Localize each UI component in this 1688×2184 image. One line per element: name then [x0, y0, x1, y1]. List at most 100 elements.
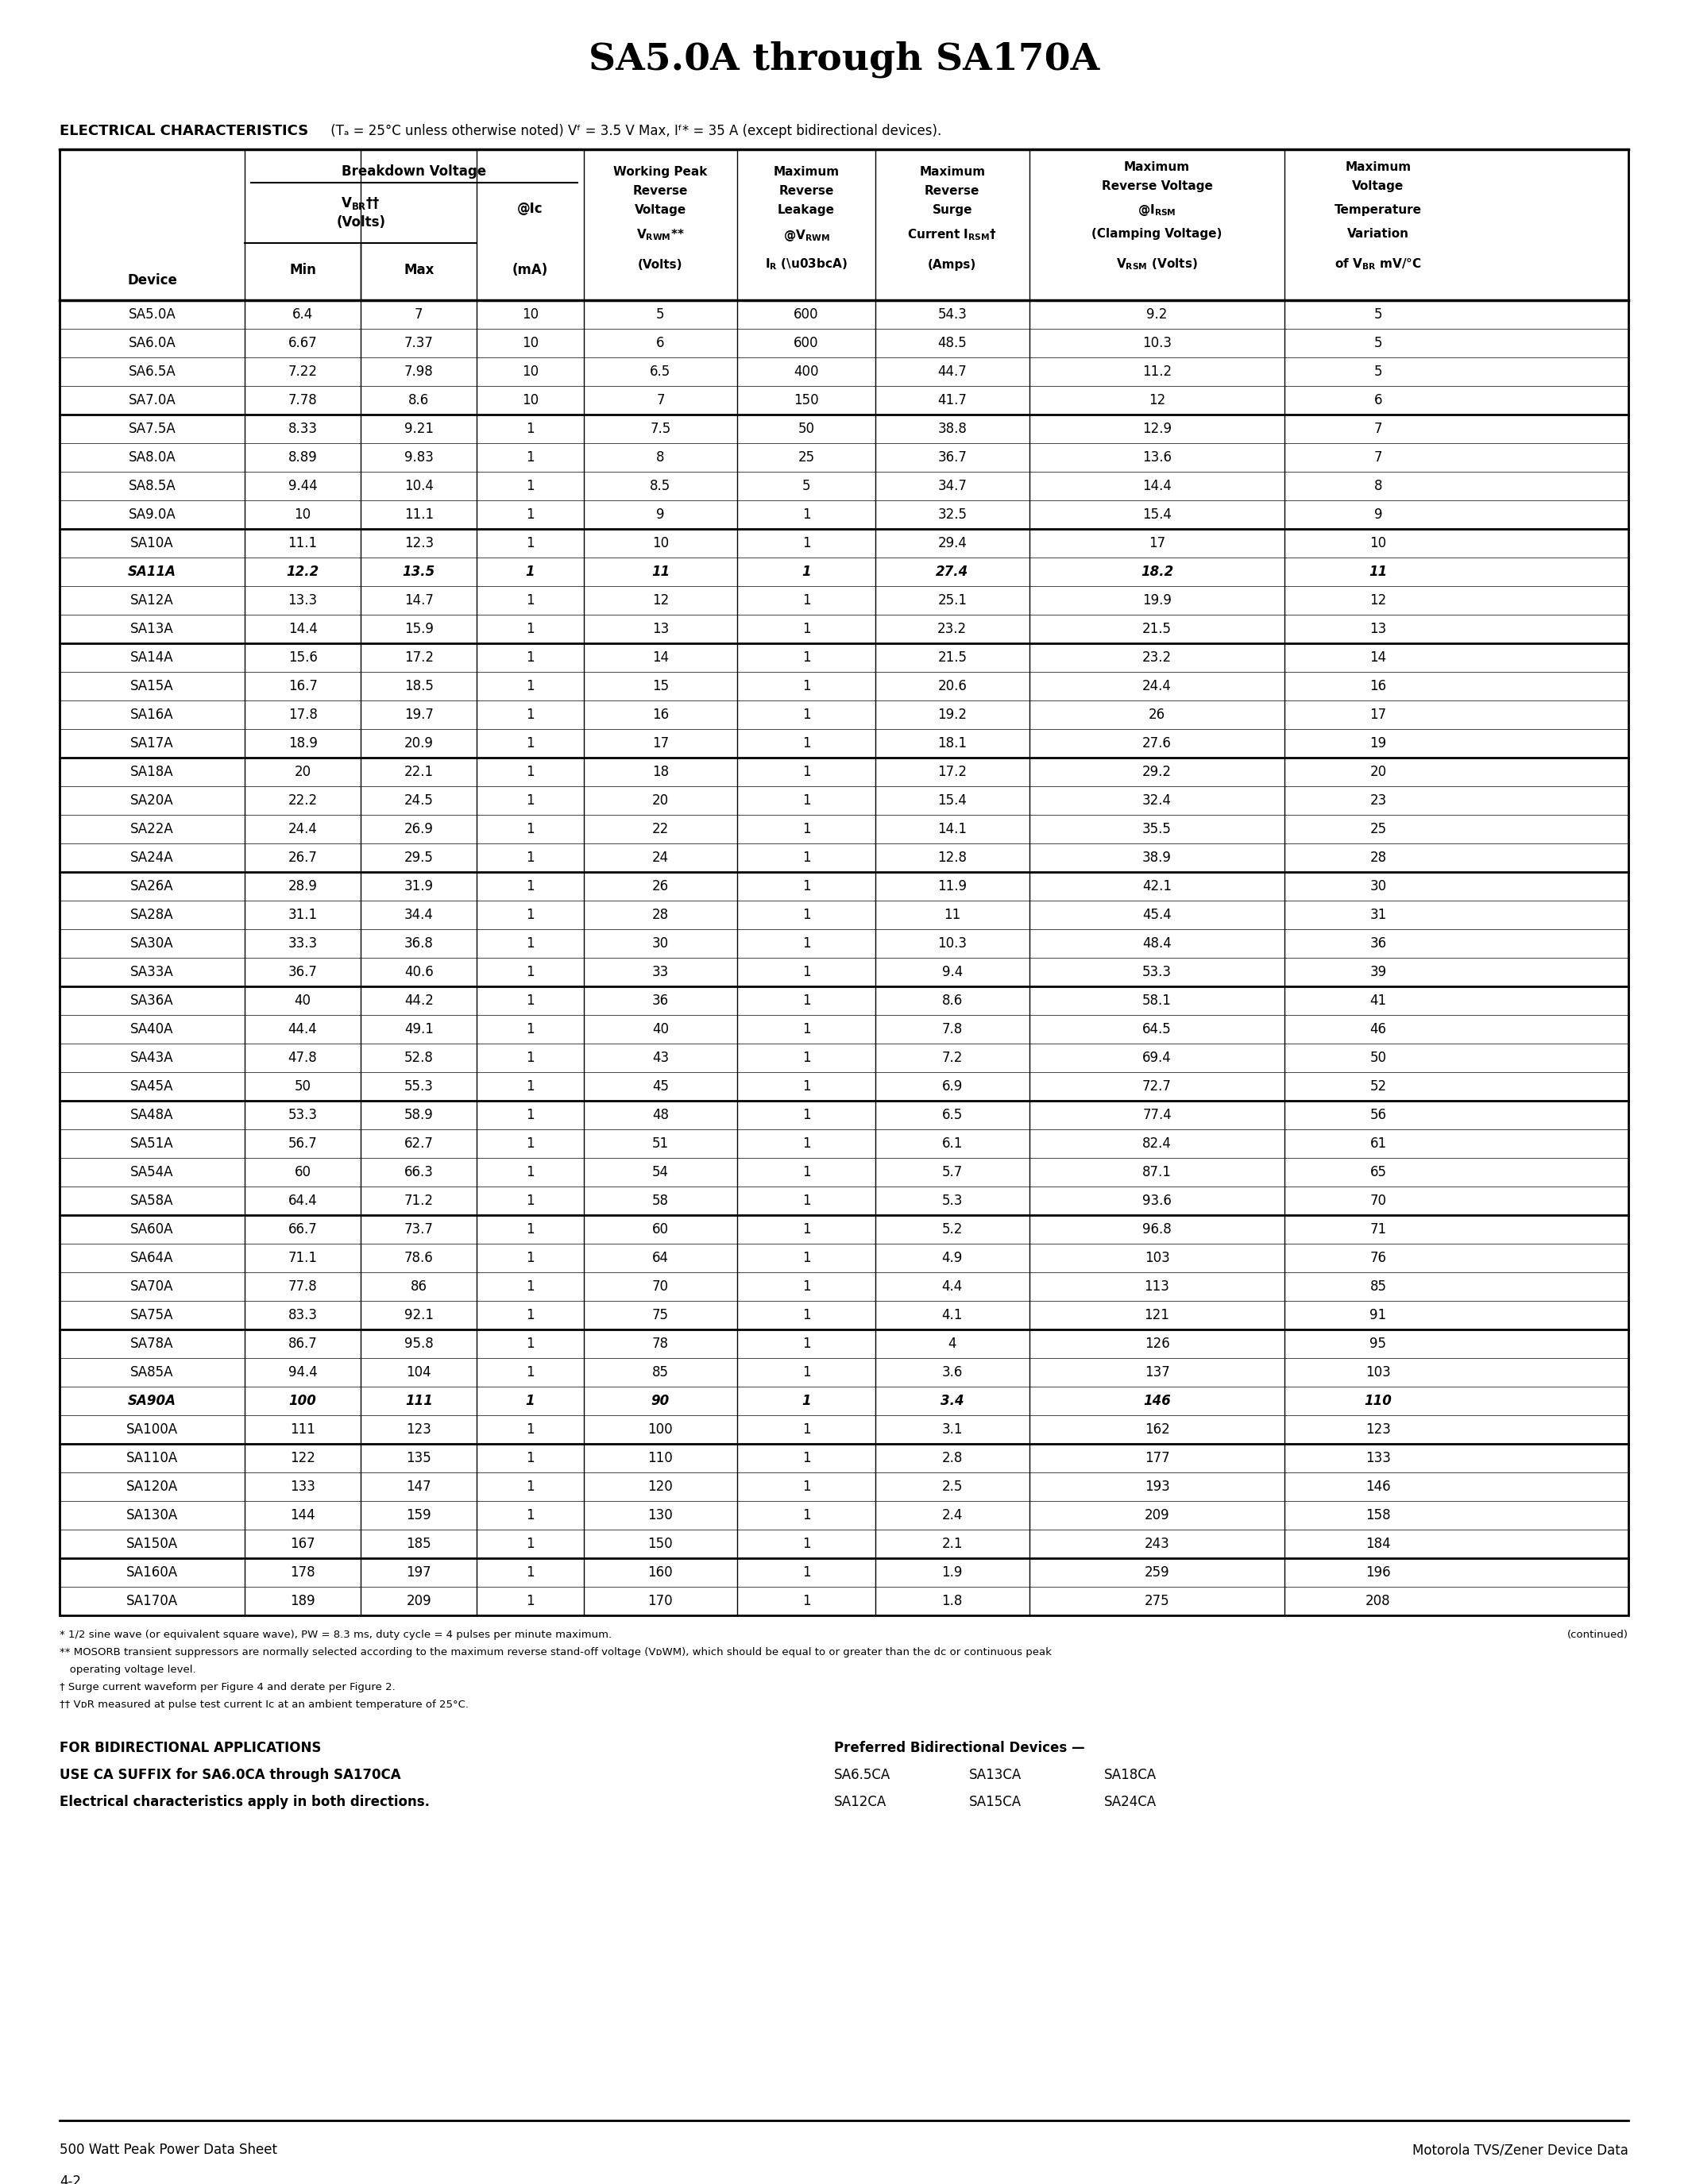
Text: 40: 40	[294, 994, 311, 1007]
Text: 66.7: 66.7	[289, 1223, 317, 1236]
Text: Reverse: Reverse	[925, 186, 979, 197]
Text: SA100A: SA100A	[127, 1422, 177, 1437]
Text: 121: 121	[1144, 1308, 1170, 1321]
Text: 1: 1	[527, 1280, 535, 1293]
Text: 1: 1	[802, 965, 810, 978]
Text: 1: 1	[802, 1538, 810, 1551]
Text: 1: 1	[525, 566, 535, 579]
Text: 10: 10	[294, 507, 311, 522]
Text: V$_{\mathbf{RWM}}$**: V$_{\mathbf{RWM}}$**	[636, 227, 685, 242]
Text: 15.4: 15.4	[1143, 507, 1171, 522]
Text: 71.1: 71.1	[289, 1251, 317, 1265]
Text: 15: 15	[652, 679, 668, 692]
Text: 17.8: 17.8	[289, 708, 317, 723]
Text: 31.9: 31.9	[403, 880, 434, 893]
Text: 1: 1	[527, 1195, 535, 1208]
Text: 28.9: 28.9	[289, 880, 317, 893]
Text: 1: 1	[527, 1509, 535, 1522]
Text: 76: 76	[1371, 1251, 1386, 1265]
Text: 26.7: 26.7	[289, 850, 317, 865]
Text: 58.9: 58.9	[403, 1107, 434, 1123]
Text: SA45A: SA45A	[130, 1079, 174, 1094]
Text: 10: 10	[1369, 535, 1386, 550]
Text: 1: 1	[527, 594, 535, 607]
Text: (mA): (mA)	[511, 262, 549, 277]
Text: 177: 177	[1144, 1450, 1170, 1465]
Text: SA9.0A: SA9.0A	[128, 507, 176, 522]
Text: SA170A: SA170A	[127, 1594, 177, 1607]
Text: 243: 243	[1144, 1538, 1170, 1551]
Text: 1: 1	[802, 1251, 810, 1265]
Text: 1: 1	[527, 793, 535, 808]
Text: 20.9: 20.9	[403, 736, 434, 751]
Text: 4-2: 4-2	[59, 2175, 81, 2184]
Text: 9: 9	[657, 507, 665, 522]
Text: Leakage: Leakage	[778, 203, 836, 216]
Text: 40: 40	[652, 1022, 668, 1037]
Text: 111: 111	[290, 1422, 316, 1437]
Text: 28: 28	[652, 909, 668, 922]
Text: 1: 1	[527, 450, 535, 465]
Text: 52: 52	[1369, 1079, 1386, 1094]
Text: Surge: Surge	[932, 203, 972, 216]
Text: 1: 1	[527, 1051, 535, 1066]
Text: 1: 1	[802, 937, 810, 950]
Text: 24: 24	[652, 850, 668, 865]
Text: 1: 1	[527, 422, 535, 437]
Text: 32.4: 32.4	[1143, 793, 1171, 808]
Text: 500 Watt Peak Power Data Sheet: 500 Watt Peak Power Data Sheet	[59, 2143, 277, 2158]
Text: 43: 43	[652, 1051, 668, 1066]
Bar	[59, 149, 1629, 1616]
Text: 12.3: 12.3	[403, 535, 434, 550]
Text: 75: 75	[652, 1308, 668, 1321]
Text: 16: 16	[1369, 679, 1386, 692]
Text: 1: 1	[802, 507, 810, 522]
Text: Breakdown Voltage: Breakdown Voltage	[341, 164, 486, 179]
Text: 9.83: 9.83	[403, 450, 434, 465]
Text: 25.1: 25.1	[937, 594, 967, 607]
Text: 23.2: 23.2	[937, 622, 967, 636]
Text: 1: 1	[802, 1393, 810, 1409]
Text: 1: 1	[802, 1450, 810, 1465]
Text: 1: 1	[527, 1594, 535, 1607]
Text: 13: 13	[652, 622, 668, 636]
Text: 193: 193	[1144, 1479, 1170, 1494]
Text: Reverse Voltage: Reverse Voltage	[1102, 179, 1212, 192]
Text: 11: 11	[652, 566, 670, 579]
Text: SA64A: SA64A	[130, 1251, 174, 1265]
Text: SA17A: SA17A	[130, 736, 174, 751]
Text: 1: 1	[802, 622, 810, 636]
Text: 1: 1	[802, 793, 810, 808]
Text: 94.4: 94.4	[289, 1365, 317, 1380]
Text: 7.98: 7.98	[403, 365, 434, 378]
Text: 158: 158	[1366, 1509, 1391, 1522]
Text: 147: 147	[407, 1479, 432, 1494]
Text: 14.4: 14.4	[1143, 478, 1171, 494]
Text: 11.1: 11.1	[289, 535, 317, 550]
Text: Reverse: Reverse	[633, 186, 689, 197]
Text: 7: 7	[1374, 450, 1382, 465]
Text: 86: 86	[410, 1280, 427, 1293]
Text: FOR BIDIRECTIONAL APPLICATIONS: FOR BIDIRECTIONAL APPLICATIONS	[59, 1741, 321, 1756]
Text: 7: 7	[657, 393, 665, 408]
Text: 3.1: 3.1	[942, 1422, 962, 1437]
Text: 62.7: 62.7	[403, 1136, 434, 1151]
Text: 60: 60	[294, 1164, 311, 1179]
Text: 1: 1	[527, 1079, 535, 1094]
Text: 6.1: 6.1	[942, 1136, 962, 1151]
Text: SA15A: SA15A	[130, 679, 174, 692]
Text: 15.9: 15.9	[403, 622, 434, 636]
Text: 17.2: 17.2	[403, 651, 434, 664]
Text: 6: 6	[657, 336, 665, 349]
Text: 1: 1	[527, 1337, 535, 1352]
Text: SA13CA: SA13CA	[969, 1767, 1021, 1782]
Text: 1: 1	[802, 1022, 810, 1037]
Text: ** MOSORB transient suppressors are normally selected according to the maximum r: ** MOSORB transient suppressors are norm…	[59, 1647, 1052, 1658]
Text: 24.4: 24.4	[1143, 679, 1171, 692]
Text: 29.2: 29.2	[1143, 764, 1171, 780]
Text: 20: 20	[294, 764, 311, 780]
Text: 22: 22	[652, 821, 668, 836]
Text: 10: 10	[522, 336, 538, 349]
Text: 93.6: 93.6	[1143, 1195, 1171, 1208]
Text: 71: 71	[1369, 1223, 1386, 1236]
